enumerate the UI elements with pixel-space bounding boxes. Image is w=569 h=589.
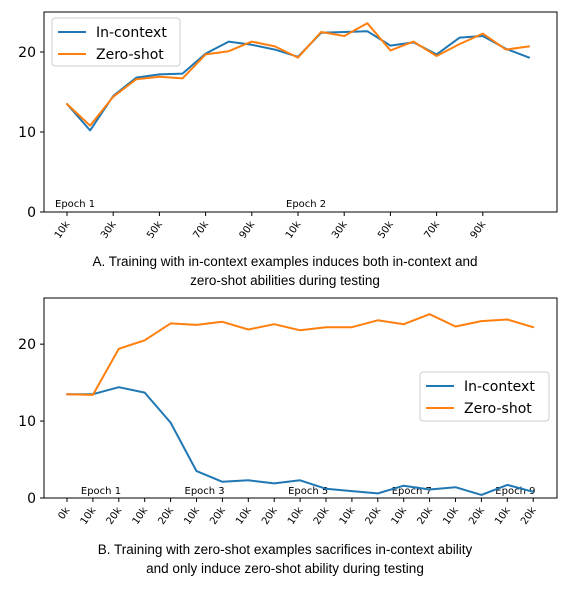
x-tick-label: 10k <box>493 505 513 527</box>
series-line-in-context <box>66 386 535 496</box>
y-tick-label: 10 <box>18 125 36 141</box>
series-line-zero-shot <box>66 313 535 396</box>
chart-a-caption-line-2: zero-shot abilities during testing <box>190 273 380 288</box>
legend-label: In-context <box>96 25 167 41</box>
epoch-label: Epoch 2 <box>286 199 326 210</box>
x-tick-label: 30k <box>330 219 350 241</box>
chart-b-caption-line-1: B. Training with zero-shot examples sacr… <box>98 542 473 557</box>
x-tick-label: 10k <box>284 219 304 241</box>
x-tick-label: 10k <box>390 505 410 527</box>
chart-a: 0 10 20 10k 30k 50k 70k 90k 10k 30k 50k 70k 90k Epo… <box>18 11 558 288</box>
chart-b-x-axis: 0k 10k 20k 10k 20k 10k 20k 10k 20k 10k 20k 10k 20k 10… <box>56 498 539 527</box>
x-tick-label: 10k <box>234 505 254 527</box>
chart-a-x-axis: 10k 30k 50k 70k 90k 10k 30k 50k 70k 90k <box>53 212 489 241</box>
x-tick-label: 20k <box>364 505 384 527</box>
x-tick-label: 90k <box>238 219 258 241</box>
epoch-label: Epoch 5 <box>288 486 328 497</box>
chart-b-caption-line-2: and only induce zero-shot ability during… <box>146 561 424 576</box>
x-tick-label: 20k <box>260 505 280 527</box>
chart-a-epoch-labels: Epoch 1 Epoch 2 <box>55 199 326 210</box>
y-tick-label: 0 <box>27 205 36 221</box>
x-tick-label: 0k <box>56 505 72 521</box>
x-tick-label: 20k <box>208 505 228 527</box>
x-tick-label: 20k <box>105 505 125 527</box>
x-tick-label: 30k <box>99 219 119 241</box>
x-tick-label: 10k <box>182 505 202 527</box>
x-tick-label: 70k <box>191 219 211 241</box>
y-tick-label: 0 <box>27 491 36 507</box>
x-tick-label: 20k <box>519 505 539 527</box>
y-tick-label: 10 <box>18 414 36 430</box>
x-tick-label: 90k <box>469 219 489 241</box>
epoch-label: Epoch 1 <box>81 486 121 497</box>
epoch-label: Epoch 9 <box>495 486 535 497</box>
chart-a-legend: In-context Zero-shot <box>51 17 181 67</box>
epoch-label: Epoch 3 <box>185 486 225 497</box>
x-tick-label: 10k <box>441 505 461 527</box>
x-tick-label: 20k <box>312 505 332 527</box>
chart-a-y-axis: 0 10 20 <box>18 45 44 221</box>
x-tick-label: 20k <box>467 505 487 527</box>
x-tick-label: 70k <box>422 219 442 241</box>
legend-label: In-context <box>464 379 535 395</box>
epoch-label: Epoch 1 <box>55 199 95 210</box>
chart-b-series <box>66 313 535 496</box>
chart-a-caption-line-1: A. Training with in-context examples ind… <box>93 254 478 269</box>
chart-b-legend: In-context Zero-shot <box>419 371 550 422</box>
x-tick-label: 10k <box>338 505 358 527</box>
x-tick-label: 10k <box>131 505 151 527</box>
y-tick-label: 20 <box>18 337 36 353</box>
x-tick-label: 10k <box>286 505 306 527</box>
chart-b-y-axis: 0 10 20 <box>18 337 44 507</box>
series-line-zero-shot <box>66 22 530 127</box>
y-tick-label: 20 <box>18 45 36 61</box>
x-tick-label: 50k <box>145 219 165 241</box>
chart-a-frame <box>43 11 558 213</box>
legend-label: Zero-shot <box>96 47 164 63</box>
x-tick-label: 10k <box>53 219 73 241</box>
x-tick-label: 20k <box>156 505 176 527</box>
legend-label: Zero-shot <box>464 401 532 417</box>
x-tick-label: 20k <box>415 505 435 527</box>
chart-a-series <box>66 22 530 132</box>
x-tick-label: 50k <box>376 219 396 241</box>
x-tick-label: 10k <box>79 505 99 527</box>
chart-b-epoch-labels: Epoch 1 Epoch 3 Epoch 5 Epoch 7 Epoch 9 <box>81 486 536 497</box>
epoch-label: Epoch 7 <box>392 486 432 497</box>
